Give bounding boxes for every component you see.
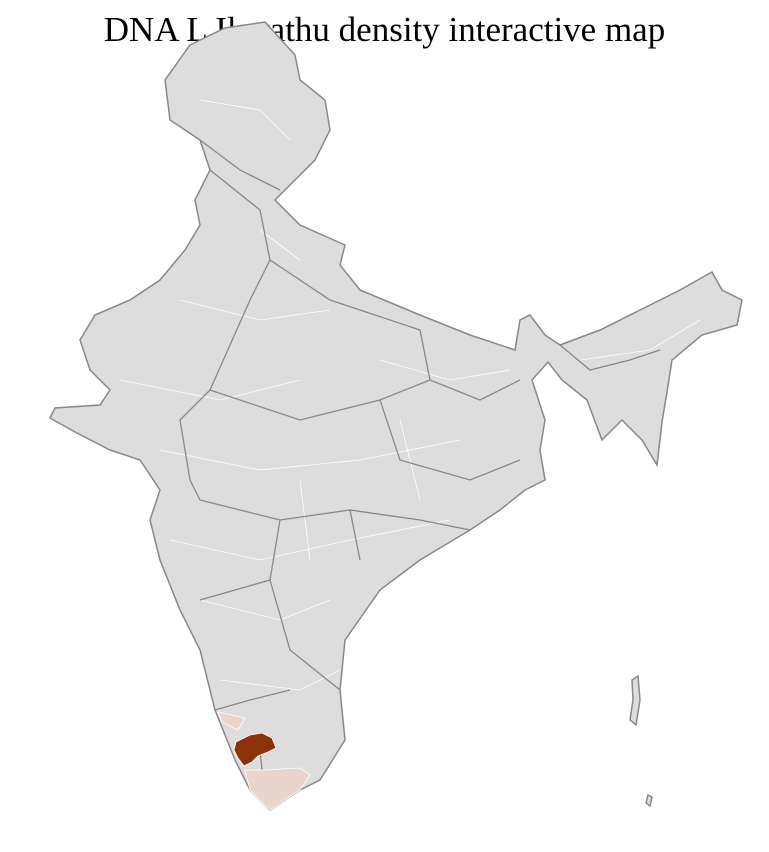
low-density-region[interactable] [217,711,311,811]
mainland[interactable] [49,21,743,811]
density-highlights [217,711,311,811]
high-density-region[interactable] [233,732,277,767]
andaman-islands[interactable] [629,674,641,727]
nicobar-islands[interactable] [645,793,653,808]
district-borders [119,99,701,691]
country-shape [49,21,743,811]
